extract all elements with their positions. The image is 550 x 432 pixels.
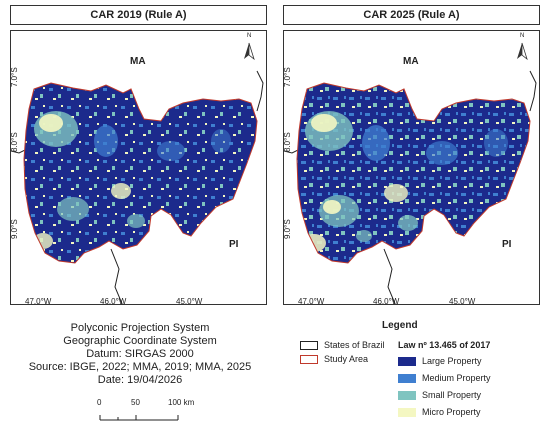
lat-label: 7.0°S (283, 67, 292, 87)
region-label-pi: PI (229, 239, 239, 250)
north-arrow-icon (517, 42, 528, 61)
map-2025-title: CAR 2025 (Rule A) (283, 5, 540, 25)
legend-label-large: Large Property (422, 356, 482, 366)
legend-law-heading: Law nº 13.465 of 2017 (398, 340, 490, 350)
north-arrow-label: N (247, 33, 252, 39)
scale-tick-label: 0 (97, 398, 102, 407)
region-label-ma: MA (130, 56, 146, 67)
map-2025: N MA PI 7.0°S 8.0°S 9.0°S (283, 30, 540, 305)
legend-label-micro: Micro Property (422, 407, 481, 417)
map-info: Polyconic Projection System Geographic C… (10, 322, 270, 387)
legend-item-micro: Micro Property (398, 407, 481, 417)
medium-swatch (398, 373, 416, 383)
map-2019: N MA PI 7.0°S 8.0°S 9.0°S (10, 30, 267, 305)
region-label-pi: PI (502, 239, 512, 250)
legend-item-study-area: Study Area (300, 354, 368, 364)
north-arrow-label: N (520, 33, 525, 39)
study-area-swatch (300, 354, 318, 364)
lon-label: 45.0°W (176, 297, 203, 306)
lat-label: 8.0°S (283, 132, 292, 152)
legend-item-small: Small Property (398, 390, 481, 400)
micro-swatch (398, 407, 416, 417)
region-label-ma: MA (403, 56, 419, 67)
lon-label: 47.0°W (298, 297, 325, 306)
map-2025-graphic (284, 42, 537, 304)
lon-label: 46.0°W (373, 297, 400, 306)
scale-tick-label: 50 (131, 398, 140, 407)
legend-item-large: Large Property (398, 356, 482, 366)
legend-label-study-area: Study Area (324, 354, 369, 364)
coordinate-system-text: Geographic Coordinate System (63, 335, 217, 347)
north-arrow-icon (244, 42, 255, 61)
source-text: Source: IBGE, 2022; MMA, 2019; MMA, 2025 (28, 361, 252, 373)
scale-tick-label: 100 km (168, 398, 195, 407)
lon-label: 45.0°W (449, 297, 476, 306)
projection-text: Polyconic Projection System (70, 322, 210, 334)
small-swatch (398, 390, 416, 400)
legend-title: Legend (382, 320, 418, 331)
legend-label-states: States of Brazil (324, 340, 385, 350)
date-text: Date: 19/04/2026 (97, 374, 183, 386)
legend-item-medium: Medium Property (398, 373, 491, 383)
datum-text: Datum: SIRGAS 2000 (86, 348, 194, 360)
lat-label: 7.0°S (10, 67, 19, 87)
legend-label-small: Small Property (422, 390, 482, 400)
scale-bar: 0 50 100 km (96, 398, 206, 428)
large-swatch (398, 356, 416, 366)
legend-item-states: States of Brazil (300, 340, 385, 350)
scale-bar-graphic (99, 415, 179, 421)
lon-label: 46.0°W (100, 297, 127, 306)
map-2019-graphic (11, 42, 264, 304)
states-swatch (300, 340, 318, 350)
lon-label: 47.0°W (25, 297, 52, 306)
legend-law-text: Law nº 13.465 of 2017 (398, 340, 491, 350)
legend-label-medium: Medium Property (422, 373, 491, 383)
map-2019-title: CAR 2019 (Rule A) (10, 5, 267, 25)
lat-label: 8.0°S (10, 132, 19, 152)
lat-label: 9.0°S (10, 219, 19, 239)
lat-label: 9.0°S (283, 219, 292, 239)
